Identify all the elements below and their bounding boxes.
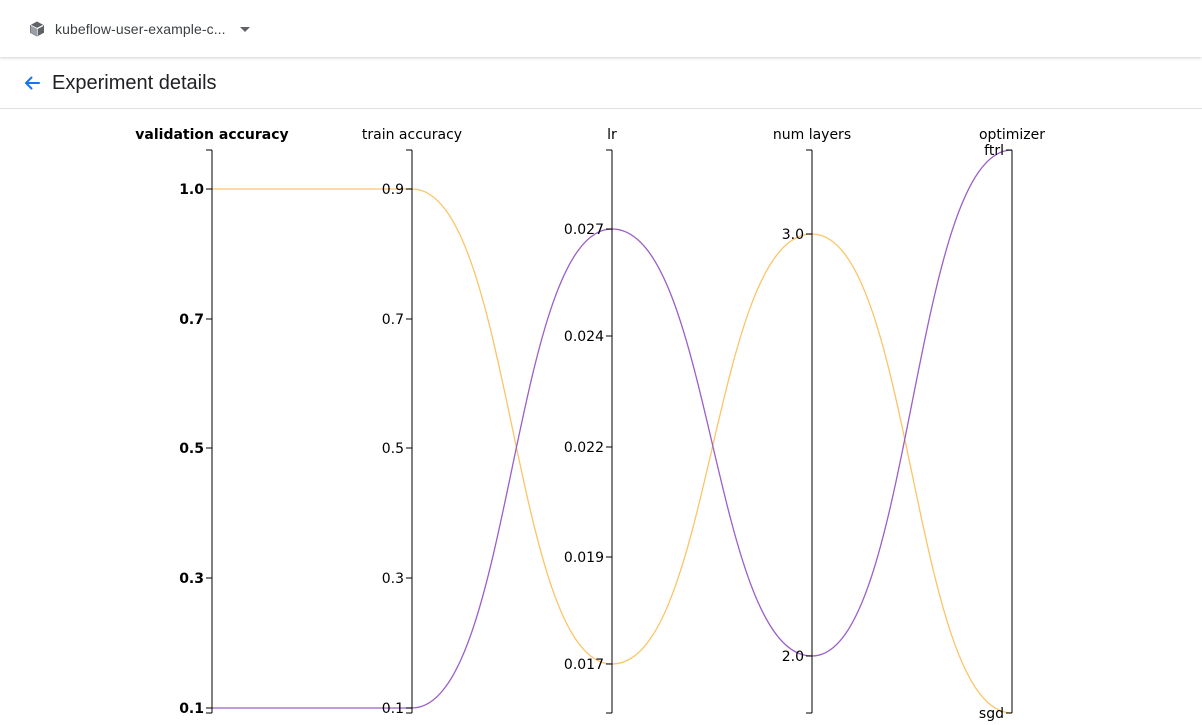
- tick-label: ftrl: [984, 143, 1004, 159]
- axis-title: optimizer: [979, 127, 1045, 143]
- tick-label: 0.7: [382, 312, 404, 328]
- tick-label: 0.027: [564, 222, 604, 238]
- tick-label: 0.019: [564, 550, 604, 566]
- top-bar: kubeflow-user-example-c...: [0, 0, 1202, 57]
- tick-label: 0.022: [564, 440, 604, 456]
- axis-title: num layers: [773, 127, 851, 143]
- series-line-2: [212, 149, 1013, 709]
- tick-label: 2.0: [782, 649, 804, 665]
- tick-label: 1.0: [179, 182, 204, 198]
- tick-label: 0.3: [382, 571, 404, 587]
- tick-label: 3.0: [782, 227, 804, 243]
- tick-label: 0.3: [179, 571, 204, 587]
- chevron-down-icon: [239, 27, 250, 32]
- series-line-1: [212, 188, 1013, 714]
- tick-label: 0.7: [179, 312, 204, 328]
- tick-label: 0.5: [179, 441, 204, 457]
- tick-label: 0.024: [564, 329, 604, 345]
- namespace-label: kubeflow-user-example-c...: [55, 20, 226, 37]
- axis-title: lr: [607, 127, 617, 143]
- tick-label: 0.1: [382, 701, 404, 717]
- tick-label: 0.5: [382, 441, 404, 457]
- axis-title: train accuracy: [362, 127, 462, 143]
- page-title: Experiment details: [52, 71, 217, 94]
- tick-label: 0.017: [564, 657, 604, 673]
- axis-title: validation accuracy: [135, 127, 288, 143]
- tick-label: sgd: [979, 706, 1004, 722]
- namespace-selector[interactable]: kubeflow-user-example-c...: [28, 9, 250, 49]
- page-header: Experiment details: [0, 58, 1202, 109]
- tick-label: 0.1: [179, 701, 204, 717]
- cube-icon: [28, 20, 46, 38]
- parallel-coordinates-chart: validation accuracy 1.0 0.7 0.5 0.3 0.1 train …: [135, 127, 1045, 722]
- arrow-back-icon: [25, 76, 40, 90]
- back-button[interactable]: [21, 72, 43, 94]
- tick-label: 0.9: [382, 182, 404, 198]
